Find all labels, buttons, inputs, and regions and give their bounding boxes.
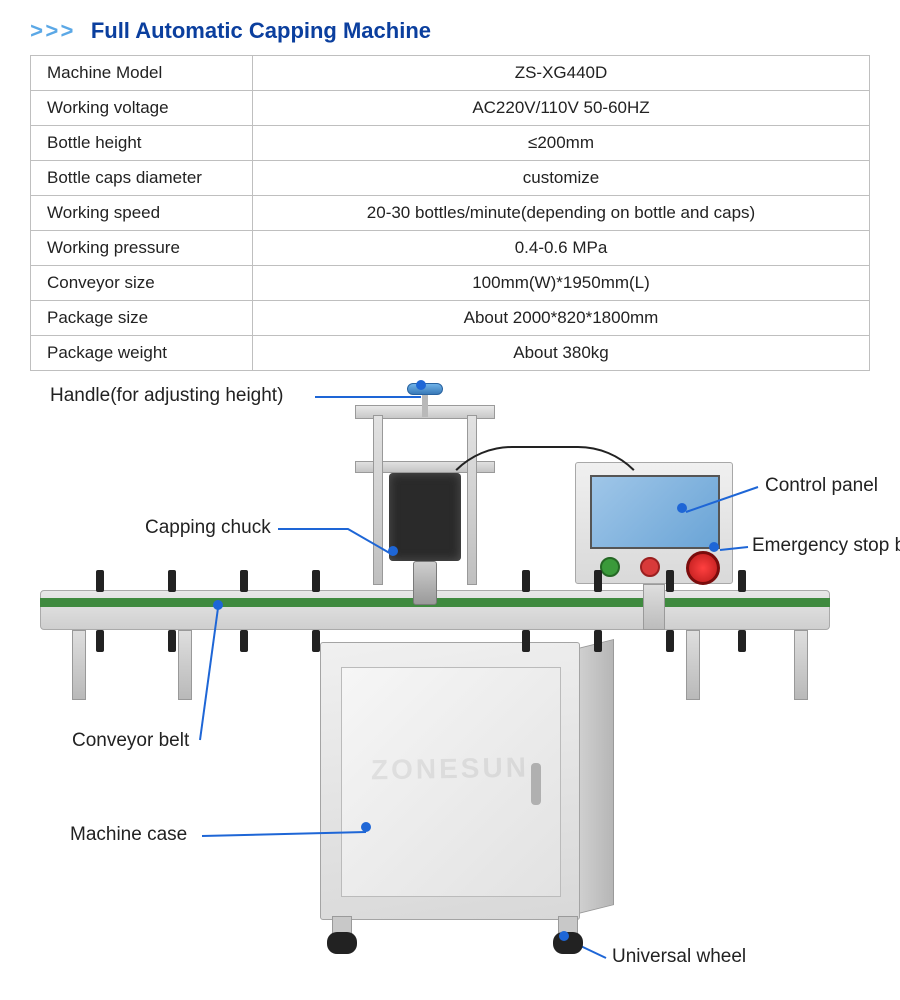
- callout-conveyor_belt: Conveyor belt: [72, 730, 189, 752]
- rail-knob: [240, 630, 248, 652]
- callout-machine_case: Machine case: [70, 824, 187, 846]
- rail-knob: [666, 570, 674, 592]
- cabinet-side: [578, 639, 614, 914]
- table-row: Working pressure0.4-0.6 MPa: [31, 231, 870, 266]
- rail-knob: [168, 570, 176, 592]
- spec-table: Machine ModelZS-XG440DWorking voltageAC2…: [30, 55, 870, 371]
- table-row: Package weightAbout 380kg: [31, 336, 870, 371]
- spec-value: About 380kg: [253, 336, 870, 371]
- callout-dot: [677, 503, 687, 513]
- callout-universal_wheel: Universal wheel: [612, 946, 746, 968]
- spec-value: customize: [253, 161, 870, 196]
- callout-handle: Handle(for adjusting height): [50, 385, 283, 407]
- spec-value: 20-30 bottles/minute(depending on bottle…: [253, 196, 870, 231]
- rail-knob: [594, 570, 602, 592]
- title-text: Full Automatic Capping Machine: [91, 18, 431, 43]
- spec-label: Bottle caps diameter: [31, 161, 253, 196]
- panel-post: [643, 584, 665, 630]
- spec-label: Conveyor size: [31, 266, 253, 301]
- machine-diagram: ZONESUN Handle(for adjusting height) Capp…: [0, 380, 900, 1000]
- spec-label: Working speed: [31, 196, 253, 231]
- rail-knob: [312, 570, 320, 592]
- rail-knob: [738, 630, 746, 652]
- rail-knob: [666, 630, 674, 652]
- table-row: Working voltageAC220V/110V 50-60HZ: [31, 91, 870, 126]
- rail-knob: [96, 570, 104, 592]
- rail-knob: [240, 570, 248, 592]
- callout-dot: [559, 931, 569, 941]
- rail-knob: [522, 630, 530, 652]
- machine-cabinet: ZONESUN: [320, 642, 580, 920]
- page-title: >>> Full Automatic Capping Machine: [0, 0, 900, 55]
- height-handle: [407, 383, 443, 417]
- callout-capping_chuck: Capping chuck: [145, 517, 271, 539]
- table-row: Bottle caps diametercustomize: [31, 161, 870, 196]
- capping-chuck: [413, 561, 437, 605]
- table-row: Bottle height≤200mm: [31, 126, 870, 161]
- spec-value: ≤200mm: [253, 126, 870, 161]
- table-row: Working speed20-30 bottles/minute(depend…: [31, 196, 870, 231]
- rail-knob: [96, 630, 104, 652]
- callout-dot: [388, 546, 398, 556]
- spec-label: Bottle height: [31, 126, 253, 161]
- rail-knob: [594, 630, 602, 652]
- cable-hose: [432, 446, 658, 566]
- rail-knob: [522, 570, 530, 592]
- callout-dot: [709, 542, 719, 552]
- handle-stem: [422, 395, 428, 417]
- table-row: Machine ModelZS-XG440D: [31, 56, 870, 91]
- conveyor-leg: [686, 630, 700, 700]
- spec-value: About 2000*820*1800mm: [253, 301, 870, 336]
- brand-watermark: ZONESUN: [371, 752, 529, 787]
- conveyor-leg: [72, 630, 86, 700]
- cabinet-handle: [531, 763, 541, 805]
- spec-value: AC220V/110V 50-60HZ: [253, 91, 870, 126]
- spec-label: Package weight: [31, 336, 253, 371]
- rail-knob: [168, 630, 176, 652]
- callout-dot: [416, 380, 426, 390]
- rail-knob: [312, 630, 320, 652]
- callout-dot: [361, 822, 371, 832]
- rail-knob: [738, 570, 746, 592]
- spec-label: Package size: [31, 301, 253, 336]
- title-prefix: >>>: [30, 20, 91, 45]
- table-row: Conveyor size100mm(W)*1950mm(L): [31, 266, 870, 301]
- callout-dot: [213, 600, 223, 610]
- conveyor-leg: [178, 630, 192, 700]
- spec-label: Working pressure: [31, 231, 253, 266]
- spec-value: 0.4-0.6 MPa: [253, 231, 870, 266]
- table-row: Package sizeAbout 2000*820*1800mm: [31, 301, 870, 336]
- spec-value: ZS-XG440D: [253, 56, 870, 91]
- callout-emergency: Emergency stop button: [752, 535, 900, 557]
- spec-value: 100mm(W)*1950mm(L): [253, 266, 870, 301]
- spec-label: Working voltage: [31, 91, 253, 126]
- emergency-stop-button: [686, 551, 720, 585]
- spec-label: Machine Model: [31, 56, 253, 91]
- universal-wheel: [322, 916, 362, 954]
- callout-control_panel: Control panel: [765, 475, 878, 497]
- conveyor-leg: [794, 630, 808, 700]
- pillar-left: [373, 415, 383, 585]
